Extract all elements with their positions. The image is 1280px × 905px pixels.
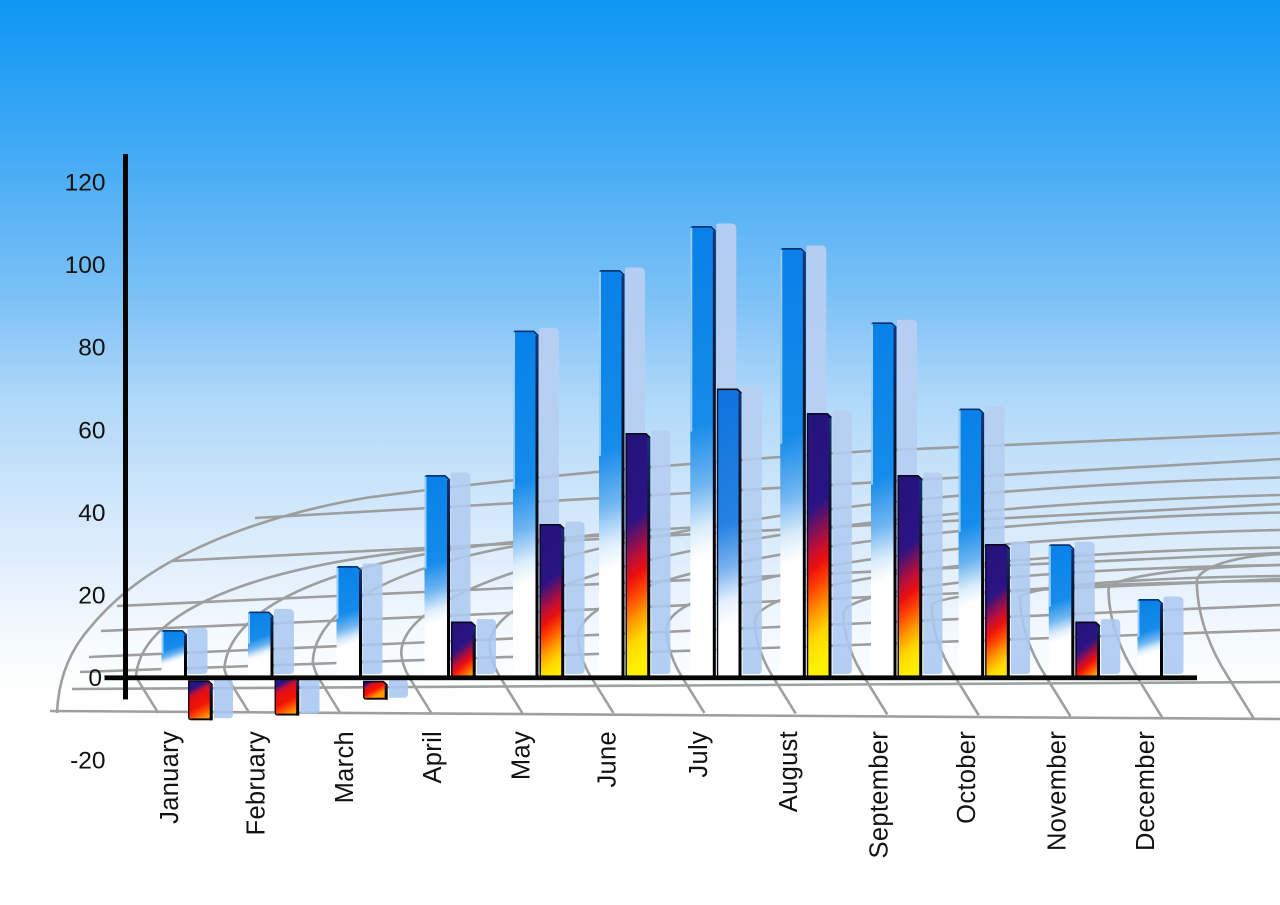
- svg-text:80: 80: [78, 335, 105, 362]
- svg-text:September: September: [866, 731, 894, 859]
- svg-text:40: 40: [78, 500, 105, 527]
- svg-text:April: April: [419, 731, 447, 784]
- svg-text:-20: -20: [70, 748, 105, 775]
- svg-text:August: August: [775, 731, 803, 812]
- svg-text:120: 120: [65, 170, 106, 197]
- svg-text:January: January: [156, 731, 184, 824]
- svg-text:December: December: [1132, 731, 1160, 851]
- svg-text:100: 100: [65, 252, 106, 279]
- svg-text:November: November: [1043, 731, 1071, 851]
- svg-text:March: March: [331, 731, 359, 803]
- svg-text:June: June: [594, 731, 622, 788]
- svg-text:February: February: [243, 731, 271, 835]
- svg-text:60: 60: [78, 417, 105, 444]
- svg-text:20: 20: [78, 582, 105, 609]
- svg-text:July: July: [685, 731, 713, 778]
- svg-text:October: October: [953, 731, 981, 824]
- svg-text:0: 0: [88, 665, 102, 692]
- svg-text:May: May: [508, 731, 536, 780]
